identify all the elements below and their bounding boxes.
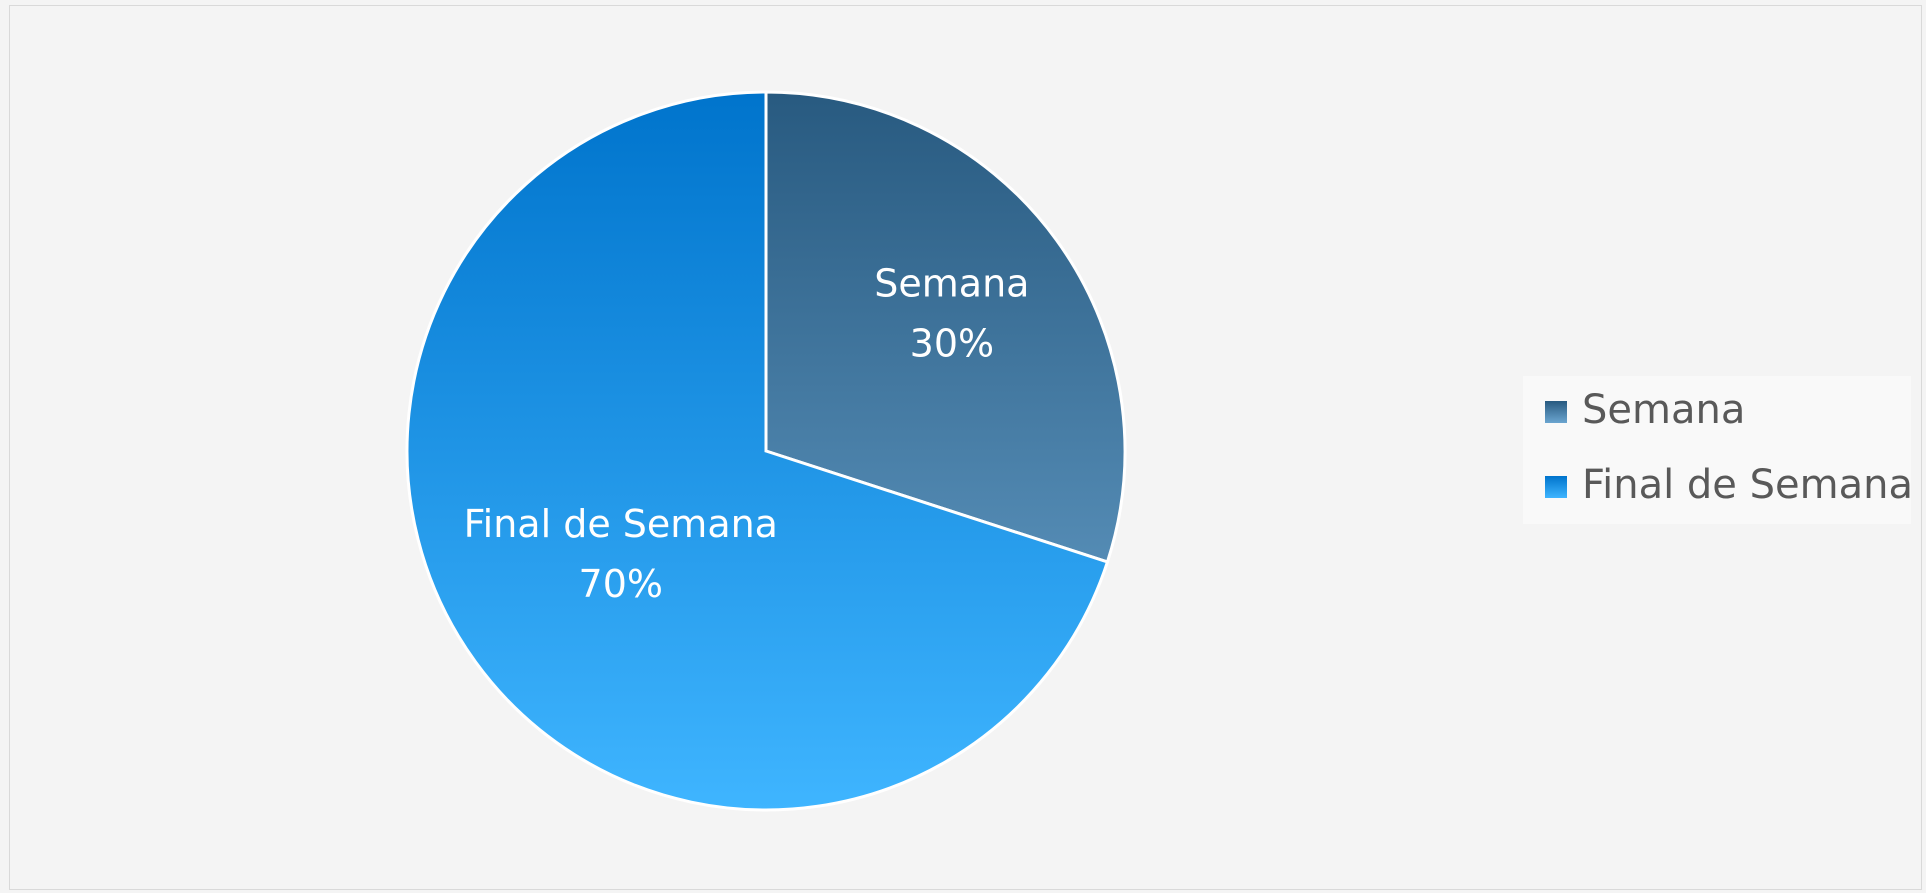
legend-label: Final de Semana (1582, 462, 1913, 508)
data-label-category: Semana (874, 261, 1029, 305)
legend-label: Semana (1582, 387, 1745, 433)
data-label-value: 30% (910, 321, 994, 365)
pie-slice (764, 90, 1127, 564)
legend-box (1523, 376, 1911, 524)
legend-swatch (1545, 476, 1567, 498)
legend-swatch (1545, 401, 1567, 423)
data-label-value: 70% (579, 562, 663, 606)
pie-slice (405, 90, 1110, 812)
data-label-category: Final de Semana (464, 502, 778, 546)
